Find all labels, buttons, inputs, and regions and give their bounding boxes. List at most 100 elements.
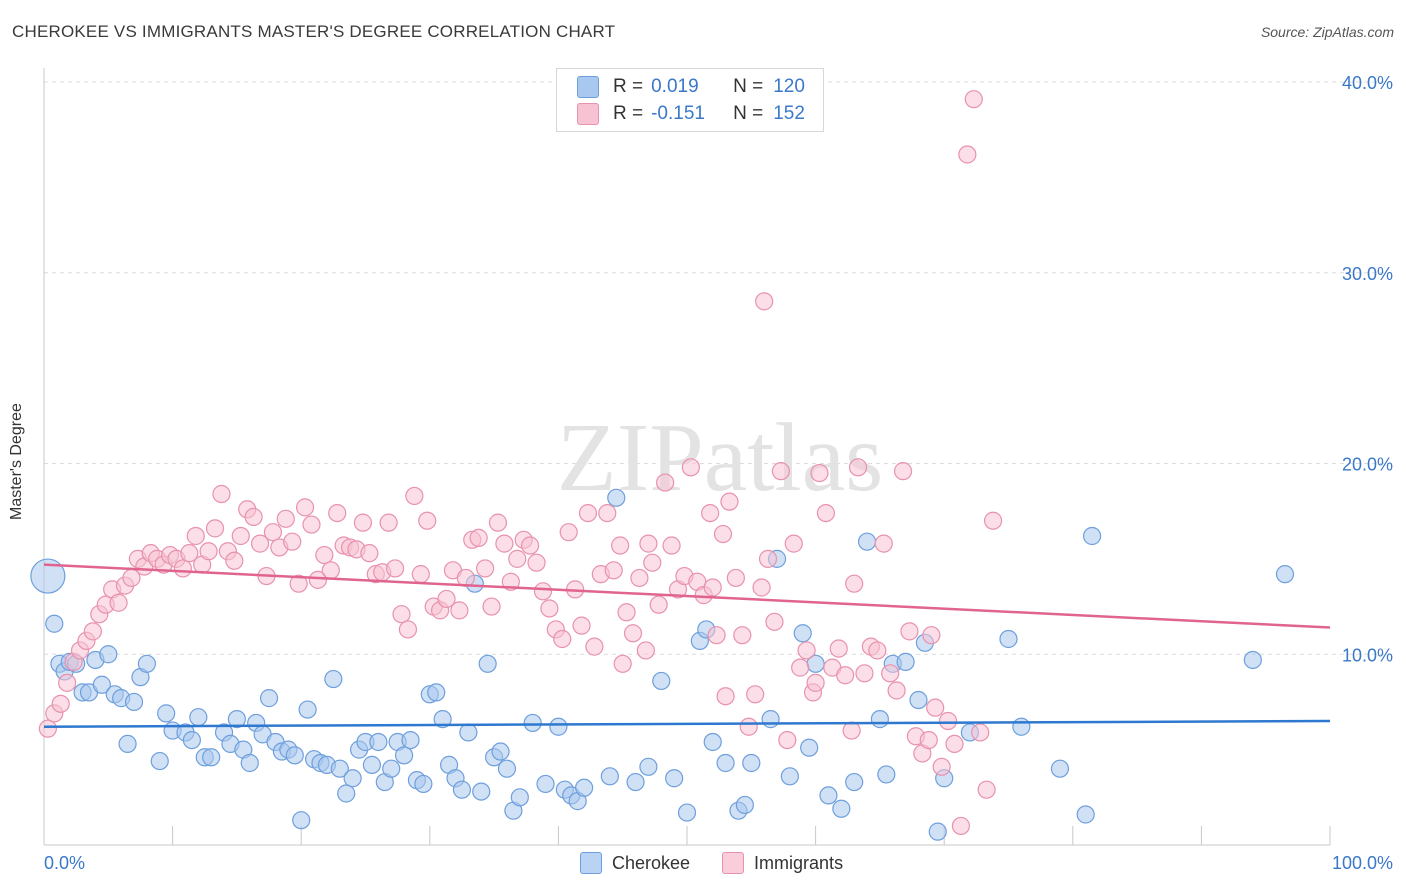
immigrants-point	[765, 612, 784, 631]
immigrants-point	[623, 624, 643, 643]
immigrants-point	[977, 780, 996, 799]
immigrants-point	[848, 458, 868, 477]
cherokee-point	[761, 710, 780, 729]
cherokee-point	[607, 488, 626, 507]
immigrants-point	[308, 570, 328, 589]
cherokee-point	[118, 734, 137, 754]
cherokee-point	[510, 788, 529, 807]
immigrants-point	[829, 639, 848, 658]
immigrants-point	[778, 730, 797, 750]
cherokee-point	[800, 738, 819, 757]
legend-item-cherokee[interactable]: Cherokee	[580, 852, 690, 874]
x-tick-label: 100.0%	[1332, 853, 1393, 873]
immigrants-point	[450, 601, 469, 620]
cherokee-point	[369, 732, 388, 752]
cherokee-point	[536, 774, 555, 794]
immigrants-point	[289, 574, 308, 593]
immigrants-point	[205, 519, 225, 538]
immigrants-point	[797, 641, 816, 660]
immigrants-point	[716, 687, 735, 706]
immigrants-point	[302, 515, 321, 534]
immigrants-point	[508, 549, 527, 568]
cherokee-point	[401, 730, 420, 750]
immigrants-point	[559, 523, 578, 542]
legend-swatch-immigrants	[577, 103, 599, 125]
immigrants-point	[662, 536, 681, 555]
immigrants-point	[874, 534, 893, 553]
immigrants-point	[469, 528, 488, 547]
cherokee-point	[742, 753, 761, 773]
cherokee-point	[472, 782, 491, 801]
cherokee-point	[703, 732, 722, 752]
correlation-legend: R = 0.019 N = 120 R = -0.151 N = 152	[556, 68, 824, 132]
cherokee-point	[337, 784, 356, 803]
cherokee-point	[137, 654, 156, 673]
legend-r-label: R =	[613, 76, 644, 97]
cherokee-point	[896, 652, 915, 671]
immigrants-point	[656, 473, 675, 492]
cherokee-point	[845, 772, 864, 792]
cherokee-point	[182, 730, 201, 750]
cherokee-point	[716, 753, 735, 773]
immigrants-point	[726, 568, 745, 588]
legend-row-immigrants: R = -0.151 N = 152	[577, 102, 805, 126]
immigrants-point	[276, 509, 295, 528]
immigrants-point	[845, 574, 864, 593]
immigrants-point	[328, 503, 347, 523]
immigrants-point	[180, 544, 199, 563]
immigrants-point	[250, 534, 270, 553]
cherokee-point	[394, 746, 414, 765]
immigrants-point	[283, 532, 302, 551]
legend-r-value: -0.151	[651, 103, 705, 124]
immigrants-point	[649, 595, 668, 614]
cherokee-point	[665, 769, 684, 788]
cherokee-point	[433, 710, 452, 729]
immigrants-point	[109, 593, 128, 612]
immigrants-point	[836, 666, 855, 685]
legend-row-cherokee: R = 0.019 N = 120	[577, 75, 805, 99]
cherokee-point	[1012, 717, 1031, 736]
immigrants-point	[572, 616, 591, 635]
legend-item-immigrants[interactable]: Immigrants	[722, 852, 843, 874]
immigrants-point	[636, 641, 655, 660]
legend-n-label: N =	[733, 103, 764, 124]
cherokee-point	[549, 717, 568, 736]
source-label: Source: ZipAtlas.com	[1260, 24, 1394, 40]
immigrants-point	[617, 603, 636, 622]
immigrants-point	[791, 658, 810, 677]
cherokee-point	[999, 629, 1018, 649]
immigrants-point	[540, 599, 559, 618]
cherokee-point	[45, 614, 64, 633]
immigrants-trendline	[43, 563, 1331, 629]
immigrants-point	[405, 486, 424, 506]
legend-r-label: R =	[613, 103, 644, 124]
immigrants-point	[604, 561, 623, 580]
cherokee-point	[639, 757, 658, 776]
immigrants-point	[922, 626, 941, 645]
immigrants-point	[38, 719, 57, 738]
cherokee-point	[99, 645, 118, 664]
legend-swatch-immigrants	[722, 852, 745, 874]
cherokee-point	[1050, 759, 1070, 778]
immigrants-point	[527, 553, 546, 572]
cherokee-point	[202, 748, 221, 767]
cherokee-point	[259, 689, 279, 708]
cherokee-point	[600, 767, 619, 786]
immigrants-point	[173, 559, 192, 578]
immigrants-point	[411, 565, 430, 584]
immigrants-point	[521, 536, 540, 555]
immigrants-point	[971, 723, 990, 742]
immigrants-point	[199, 542, 218, 561]
immigrants-point	[842, 721, 861, 740]
immigrants-point	[495, 534, 514, 553]
immigrants-point	[746, 685, 765, 704]
immigrants-point	[58, 673, 77, 692]
immigrants-point	[958, 145, 977, 164]
immigrants-point	[553, 629, 572, 649]
immigrants-point	[437, 589, 456, 609]
cherokee-point	[459, 723, 478, 742]
cherokee-point	[189, 708, 208, 727]
immigrants-point	[611, 536, 630, 555]
immigrants-point	[385, 559, 405, 578]
